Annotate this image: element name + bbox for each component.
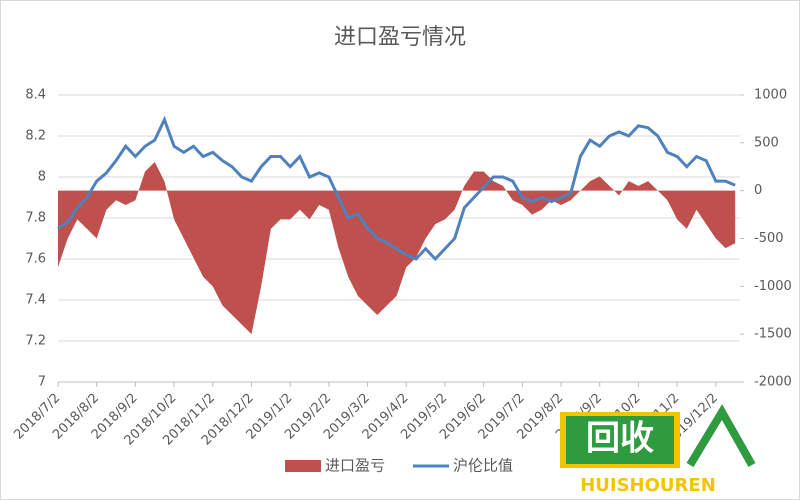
y-tick-label: 7.4: [25, 293, 46, 308]
y2-tick-label: 0: [754, 183, 762, 198]
y2-tick-label: 1000: [754, 88, 787, 103]
y-tick-label: 7.6: [25, 252, 46, 267]
legend-swatch: [285, 460, 321, 472]
y-tick-label: 7.8: [25, 211, 46, 226]
y-tick-label: 7: [38, 375, 46, 390]
y2-tick-label: -500: [754, 231, 784, 246]
watermark-title: 回收: [586, 419, 654, 459]
y-tick-label: 8.4: [25, 88, 46, 103]
watermark: 回收 HUISHOUREN: [560, 404, 756, 496]
y-tick-label: 8.2: [25, 129, 46, 144]
y2-tick-label: -1500: [754, 327, 792, 342]
line: [57, 115, 736, 262]
y2-tick-label: -2000: [754, 375, 792, 390]
watermark-icon: [686, 404, 756, 468]
watermark-inner: [566, 416, 674, 464]
legend-label: 沪伦比值: [453, 457, 513, 475]
chart-title: 进口盈亏情况: [334, 25, 466, 50]
watermark-subtitle: HUISHOUREN: [580, 475, 716, 496]
y2-tick-label: 500: [754, 135, 779, 150]
legend-label: 进口盈亏: [325, 457, 385, 475]
y2-tick-label: -1000: [754, 279, 792, 294]
y-tick-label: 7.2: [25, 334, 46, 349]
y-tick-label: 8: [38, 170, 46, 185]
